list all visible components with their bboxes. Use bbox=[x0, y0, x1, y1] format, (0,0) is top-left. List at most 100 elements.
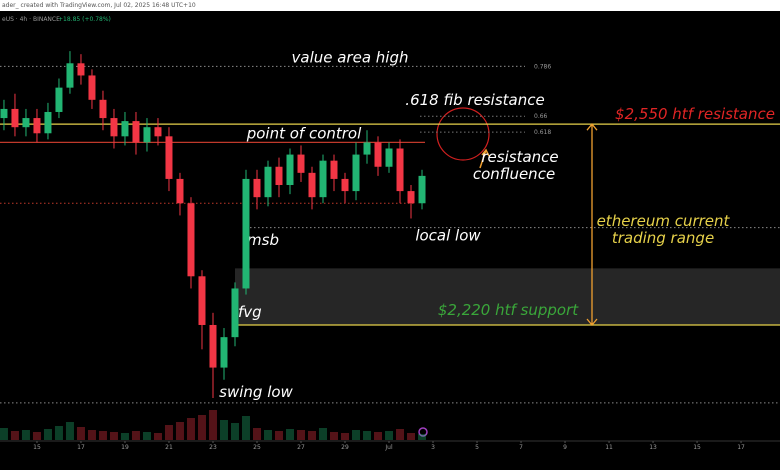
volume-bar bbox=[131, 431, 140, 440]
volume-bar bbox=[43, 429, 52, 440]
candle-body bbox=[198, 276, 206, 325]
volume-bar bbox=[274, 431, 283, 440]
volume-bar bbox=[153, 433, 162, 440]
candle-body bbox=[176, 178, 184, 204]
candle-body bbox=[374, 142, 382, 167]
volume-bar bbox=[341, 433, 350, 440]
note: ethereum current bbox=[597, 212, 731, 230]
x-tick-label: 7 bbox=[519, 444, 523, 451]
candle-body bbox=[330, 160, 338, 179]
candle-body bbox=[209, 324, 217, 368]
level-label: swing low bbox=[219, 383, 293, 401]
volume-bar bbox=[0, 428, 8, 440]
x-tick-label: 15 bbox=[33, 444, 41, 451]
volume-bar bbox=[363, 431, 372, 440]
candle-body bbox=[55, 87, 63, 112]
volume-bar bbox=[32, 432, 41, 440]
fvg-zone bbox=[235, 268, 780, 325]
level-label: $2,220 htf support bbox=[438, 301, 579, 319]
fib-title: .618 fib resistance bbox=[405, 91, 544, 109]
volume-bar bbox=[76, 427, 85, 440]
zone-label: fvg bbox=[238, 303, 262, 321]
volume-bar bbox=[197, 415, 206, 440]
header-band bbox=[0, 0, 780, 11]
volume-bar bbox=[330, 432, 339, 440]
candle-body bbox=[275, 166, 283, 186]
candle-body bbox=[286, 154, 294, 186]
confluence-circle bbox=[436, 107, 490, 161]
candle-body bbox=[308, 172, 316, 198]
candle-body bbox=[407, 191, 415, 204]
volume-bar bbox=[407, 433, 416, 440]
fib-label: 0.618 bbox=[534, 129, 551, 136]
candle-body bbox=[363, 142, 371, 155]
header-author: ader_ created with TradingView.com, Jul … bbox=[2, 2, 196, 9]
candle-body bbox=[66, 63, 74, 88]
x-tick-label: 23 bbox=[209, 444, 217, 451]
candle-body bbox=[418, 175, 426, 204]
note: confluence bbox=[473, 165, 555, 183]
candle-body bbox=[143, 127, 151, 143]
volume-bar bbox=[21, 430, 30, 440]
x-tick-label: 15 bbox=[693, 444, 701, 451]
candle-body bbox=[88, 75, 96, 100]
note: trading range bbox=[612, 229, 714, 247]
volume-bar bbox=[186, 418, 195, 440]
x-tick-label: 11 bbox=[605, 444, 613, 451]
x-tick-label: 19 bbox=[121, 444, 129, 451]
candle-body bbox=[22, 118, 30, 128]
candle-body bbox=[242, 178, 250, 289]
candle-body bbox=[253, 178, 261, 198]
candle-body bbox=[231, 288, 239, 338]
volume-bar bbox=[308, 431, 316, 440]
volume-bar bbox=[396, 429, 405, 440]
x-tick-label: 17 bbox=[77, 444, 85, 451]
volume-bar bbox=[219, 420, 228, 440]
level-label: $2,550 htf resistance bbox=[615, 105, 775, 123]
x-tick-label: 9 bbox=[563, 444, 567, 451]
candle-body bbox=[264, 166, 272, 198]
candle-body bbox=[33, 118, 41, 134]
x-tick-label: 29 bbox=[341, 444, 349, 451]
volume-bar bbox=[296, 430, 305, 440]
volume-bar bbox=[252, 428, 261, 440]
volume-bar bbox=[87, 430, 96, 440]
fib-label: 0.786 bbox=[534, 63, 551, 70]
x-tick-label: 13 bbox=[649, 444, 657, 451]
volume-bar bbox=[418, 434, 427, 440]
header-symbol: eUS · 4h · BINANCE bbox=[2, 16, 60, 23]
candle-body bbox=[187, 203, 195, 277]
candle-body bbox=[341, 178, 349, 192]
volume-bar bbox=[230, 423, 239, 440]
event-icon bbox=[418, 427, 428, 437]
fib-label: 0.66 bbox=[534, 113, 548, 120]
candle-body bbox=[154, 127, 162, 137]
candle-body bbox=[77, 63, 85, 76]
x-tick-label: Jul bbox=[384, 444, 393, 451]
candle-body bbox=[99, 99, 107, 119]
candle-body bbox=[44, 111, 52, 134]
x-tick-label: 25 bbox=[253, 444, 261, 451]
x-tick-label: 21 bbox=[165, 444, 173, 451]
candle-body bbox=[121, 121, 129, 137]
level-label: value area high bbox=[292, 48, 409, 66]
candle-body bbox=[220, 337, 228, 368]
note: resistance bbox=[481, 148, 558, 166]
volume-bar bbox=[385, 431, 394, 440]
candle-body bbox=[297, 154, 305, 173]
volume-bar bbox=[164, 425, 173, 440]
volume-bar bbox=[10, 431, 19, 440]
candle-body bbox=[11, 108, 19, 128]
header-change: +18.85 (+0.78%) bbox=[58, 16, 111, 23]
candle-body bbox=[385, 148, 393, 167]
volume-bar bbox=[285, 429, 294, 440]
candle-body bbox=[319, 160, 327, 198]
x-tick-label: 17 bbox=[737, 444, 745, 451]
range-arrow bbox=[586, 123, 598, 326]
volume-bar bbox=[54, 426, 63, 440]
volume-bar bbox=[263, 430, 272, 440]
candle-body bbox=[132, 121, 140, 143]
level-label: local low bbox=[415, 227, 481, 245]
